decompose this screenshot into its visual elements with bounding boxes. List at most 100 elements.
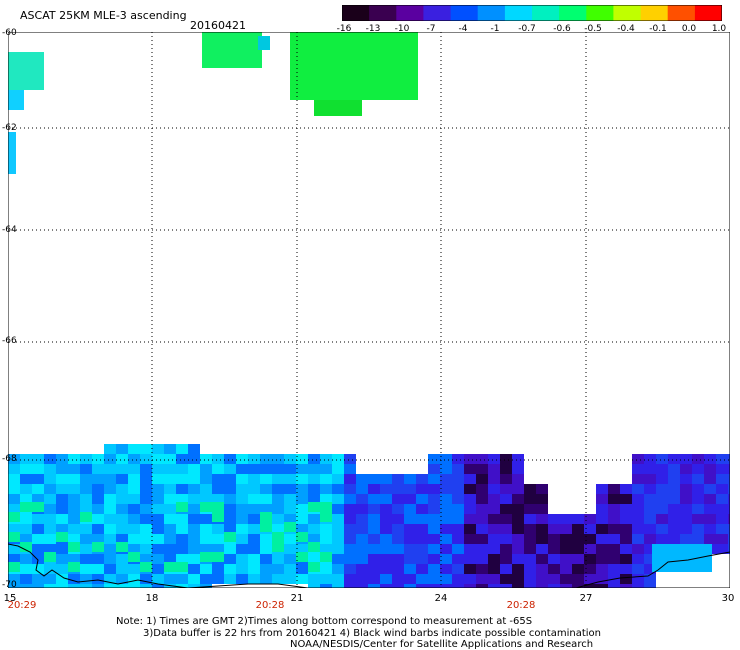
- swath-cell: [80, 464, 92, 474]
- swath-cell: [380, 564, 392, 574]
- swath-cell: [20, 514, 32, 524]
- swath-cell: [500, 494, 512, 504]
- swath-cell: [260, 504, 272, 514]
- swath-cell: [224, 484, 236, 494]
- colorbar-swatch: [450, 5, 479, 21]
- swath-cell: [488, 574, 500, 584]
- swath-cell: [428, 554, 440, 564]
- swath-cell: [188, 524, 200, 534]
- swath-cell: [236, 524, 248, 534]
- swath-cell: [44, 534, 56, 544]
- swath-cell: [416, 534, 428, 544]
- colorbar-label: -16: [336, 24, 352, 34]
- swath-cell: [428, 574, 440, 584]
- swath-cell: [344, 504, 356, 514]
- swath-cell: [224, 454, 236, 464]
- swath-cell: [548, 544, 560, 554]
- colorbar-swatch: [694, 5, 722, 21]
- swath-cell: [428, 504, 440, 514]
- swath-cell: [392, 494, 404, 504]
- swath-cell: [644, 584, 656, 588]
- swath-cell: [248, 474, 260, 484]
- swath-cell: [212, 552, 224, 562]
- swath-cell: [92, 564, 104, 574]
- swath-cell: [356, 584, 368, 588]
- swath-cell: [116, 584, 128, 588]
- swath-cell: [380, 484, 392, 494]
- lat-label: -64: [2, 225, 17, 235]
- swath-cell: [32, 474, 44, 484]
- swath-cell: [56, 524, 68, 534]
- swath-cell: [44, 552, 56, 562]
- colorbar-label: -7: [426, 24, 436, 34]
- swath-cell: [224, 474, 236, 484]
- swath-cell: [620, 554, 632, 564]
- swath-cell: [272, 454, 284, 464]
- swath-cell: [356, 564, 368, 574]
- swath-cell: [716, 454, 728, 464]
- colorbar-label: -1: [490, 24, 500, 34]
- swath-cell: [92, 514, 104, 524]
- swath-cell: [188, 464, 200, 474]
- swath-cell: [644, 514, 656, 524]
- colorbar-swatch: [640, 5, 669, 21]
- swath-cell: [260, 554, 272, 564]
- swath-cell: [704, 534, 716, 544]
- swath-cell: [728, 474, 730, 484]
- swath-cell: [524, 584, 536, 588]
- swath-cell: [20, 454, 32, 464]
- swath-cell: [428, 454, 440, 464]
- swath-cell: [116, 514, 128, 524]
- swath-cell: [668, 504, 680, 514]
- swath-cell: [56, 454, 68, 464]
- swath-cell: [572, 534, 584, 544]
- colorbar-label: -0.6: [553, 24, 571, 34]
- swath-cell: [8, 584, 20, 588]
- map-title: ASCAT 25KM MLE-3 ascending: [20, 9, 187, 22]
- swath-cell: [464, 534, 476, 544]
- swath-cell: [416, 574, 428, 584]
- swath-cell: [332, 584, 344, 588]
- swath-cell: [290, 32, 418, 100]
- colorbar-label: -10: [394, 24, 410, 34]
- swath-cell: [536, 494, 548, 504]
- swath-cell: [596, 564, 608, 574]
- swath-cell: [620, 524, 632, 534]
- swath-cell: [428, 464, 440, 474]
- swath-cell: [140, 534, 152, 544]
- swath-cell: [260, 484, 272, 494]
- swath-cell: [260, 454, 272, 464]
- swath-cell: [116, 484, 128, 494]
- swath-cell: [440, 574, 452, 584]
- swath-cell: [356, 504, 368, 514]
- swath-cell: [656, 494, 668, 504]
- swath-cell: [668, 484, 680, 494]
- swath-cell: [440, 524, 452, 534]
- swath-cell: [152, 444, 164, 454]
- swath-cell: [152, 544, 164, 554]
- swath-cell: [68, 584, 80, 588]
- swath-cell: [332, 504, 344, 514]
- swath-cell: [224, 532, 236, 542]
- swath-cell: [512, 464, 524, 474]
- swath-cell: [260, 564, 272, 574]
- note-line: Note: 1) Times are GMT 2)Times along bot…: [116, 616, 533, 627]
- swath-cell: [248, 554, 260, 564]
- swath-cell: [452, 454, 464, 464]
- swath-cell: [104, 564, 116, 574]
- swath-cell: [152, 514, 164, 524]
- lon-label: 24: [434, 593, 448, 604]
- swath-cell: [476, 514, 488, 524]
- swath-cell: [512, 454, 524, 464]
- swath-cell: [380, 534, 392, 544]
- swath-cell: [140, 562, 152, 572]
- swath-cell: [500, 454, 512, 464]
- swath-cell: [644, 534, 656, 544]
- swath-cell: [500, 564, 512, 574]
- swath-cell: [452, 554, 464, 564]
- swath-cell: [8, 484, 20, 494]
- swath-cell: [380, 514, 392, 524]
- swath-cell: [248, 514, 260, 524]
- swath-cell: [356, 494, 368, 504]
- swath-cell: [140, 444, 152, 454]
